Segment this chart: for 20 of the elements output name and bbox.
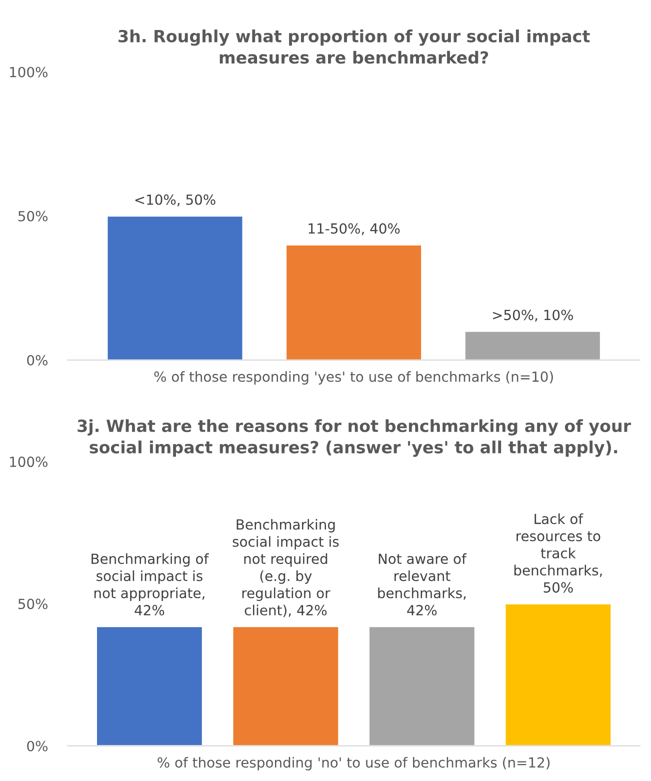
y-tick-label: 0% — [27, 355, 48, 366]
data-label: >50%, 10% — [493, 310, 573, 322]
chart-title: 3j. What are the reasons for not benchmarking any of your social impact measures? (answer 'yes' to all that apply). — [78, 419, 632, 457]
chart-title: 3h. Roughly what proportion of your social impact measures are benchmarked? — [118, 30, 590, 64]
data-label: Benchmarking social impact is not required (e.g. by regulation or client), 42% — [232, 519, 339, 618]
data-label: 11-50%, 40% — [308, 223, 400, 236]
x-axis-title: % of those responding 'yes' to use of benchmarks (n=10) — [154, 371, 553, 385]
bar — [464, 330, 602, 360]
y-tick-label: 50% — [18, 210, 48, 222]
bar — [106, 215, 244, 360]
y-tick-label: 50% — [18, 598, 48, 610]
y-tick-label: 0% — [27, 740, 48, 752]
y-tick-label: 100% — [10, 66, 48, 78]
data-label: <10%, 50% — [135, 194, 216, 206]
bar — [285, 244, 422, 360]
y-tick-label: 100% — [10, 456, 48, 468]
x-axis-title: % of those responding 'no' to use of benchmarks (n=12) — [158, 756, 550, 770]
data-label: Lack of resources to track benchmarks, 50% — [514, 513, 602, 593]
data-label: Benchmarking of social impact is not appropriate, 42% — [92, 553, 209, 616]
data-label: Not aware of relevant benchmarks, 42% — [378, 553, 467, 616]
